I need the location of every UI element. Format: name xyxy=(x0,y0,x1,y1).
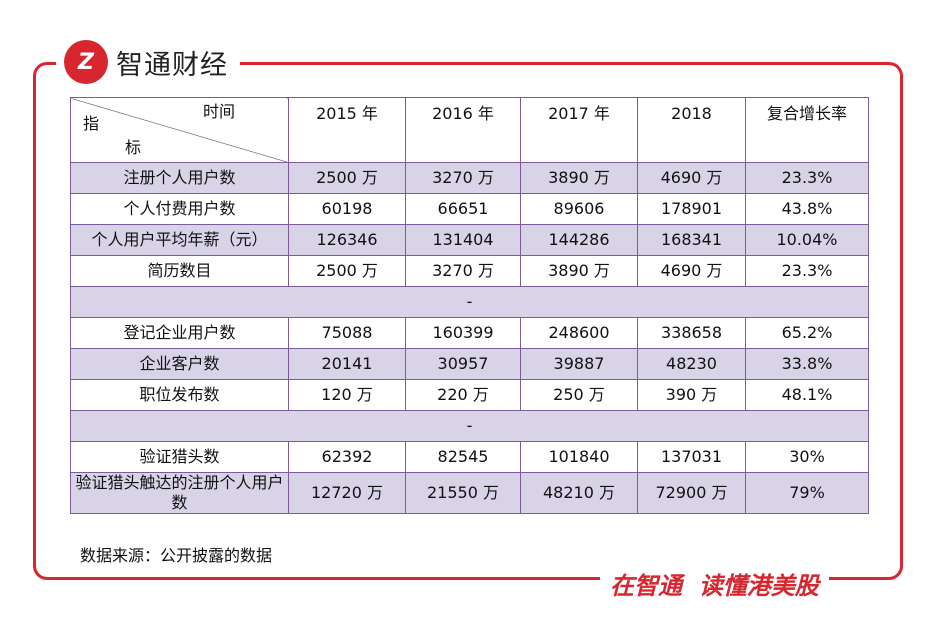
cell: 248600 xyxy=(520,317,638,349)
cell: 66651 xyxy=(405,193,521,225)
cell: 23.3% xyxy=(745,162,869,194)
corner-left: 标 xyxy=(125,138,142,157)
cell: 160399 xyxy=(405,317,521,349)
cell: 2500 万 xyxy=(288,162,406,194)
cell: 48210 万 xyxy=(520,472,638,514)
row-label: 验证猎头触达的注册个人用户数 xyxy=(70,472,289,514)
row-label: 企业客户数 xyxy=(70,348,289,380)
cell: 2500 万 xyxy=(288,255,406,287)
column-header: 2017 年 xyxy=(520,97,638,163)
cell: 137031 xyxy=(637,441,746,473)
cell: 33.8% xyxy=(745,348,869,380)
slogan: 在智通 读懂港美股 xyxy=(600,566,829,601)
data-row: 个人付费用户数 60198 66651 89606 178901 43.8% xyxy=(70,193,869,225)
cell: 120 万 xyxy=(288,379,406,411)
row-label: 职位发布数 xyxy=(70,379,289,411)
column-header: 复合增长率 xyxy=(745,97,869,163)
cell: 39887 xyxy=(520,348,638,380)
cell: 168341 xyxy=(637,224,746,256)
cell: 250 万 xyxy=(520,379,638,411)
row-label: 个人用户平均年薪（元） xyxy=(70,224,289,256)
column-header: 2018 xyxy=(637,97,746,163)
column-header: 2016 年 xyxy=(405,97,521,163)
row-label: 个人付费用户数 xyxy=(70,193,289,225)
column-header: 2015 年 xyxy=(288,97,406,163)
cell: 82545 xyxy=(405,441,521,473)
cell: 4690 万 xyxy=(637,255,746,287)
cell: 65.2% xyxy=(745,317,869,349)
data-row: 登记企业用户数 75088 160399 248600 338658 65.2% xyxy=(70,317,869,349)
cell: 131404 xyxy=(405,224,521,256)
cell: 60198 xyxy=(288,193,406,225)
cell: 12720 万 xyxy=(288,472,406,514)
row-label: 简历数目 xyxy=(70,255,289,287)
frame xyxy=(33,62,903,580)
row-label: 验证猎头数 xyxy=(70,441,289,473)
source-note: 数据来源：公开披露的数据 xyxy=(80,546,273,565)
row-label: 登记企业用户数 xyxy=(70,317,289,349)
cell: 43.8% xyxy=(745,193,869,225)
data-row: 个人用户平均年薪（元） 126346 131404 144286 168341 10.04… xyxy=(70,224,869,256)
cell: 338658 xyxy=(637,317,746,349)
cell: 30% xyxy=(745,441,869,473)
cell: 178901 xyxy=(637,193,746,225)
logo-mark: Z xyxy=(64,40,108,84)
corner-left: 指 xyxy=(83,114,100,133)
data-row: 验证猎头数 62392 82545 101840 137031 30% xyxy=(70,441,869,473)
cell: 48230 xyxy=(637,348,746,380)
logo: Z 智通财经 xyxy=(56,34,240,90)
row-label: - xyxy=(70,286,869,318)
cell: 23.3% xyxy=(745,255,869,287)
cell: 3270 万 xyxy=(405,255,521,287)
row-label: 注册个人用户数 xyxy=(70,162,289,194)
header-row: 时间指标 2015 年 2016 年 2017 年 2018 复合增长率 xyxy=(70,97,869,163)
corner-cell: 时间指标 xyxy=(70,97,289,163)
cell: 21550 万 xyxy=(405,472,521,514)
cell: 30957 xyxy=(405,348,521,380)
cell: 390 万 xyxy=(637,379,746,411)
cell: 101840 xyxy=(520,441,638,473)
separator-row: - xyxy=(70,286,869,318)
data-row: 职位发布数 120 万 220 万 250 万 390 万 48.1% xyxy=(70,379,869,411)
cell: 144286 xyxy=(520,224,638,256)
data-row: 简历数目 2500 万 3270 万 3890 万 4690 万 23.3% xyxy=(70,255,869,287)
cell: 79% xyxy=(745,472,869,514)
separator-row: - xyxy=(70,410,869,442)
cell: 89606 xyxy=(520,193,638,225)
row-label: - xyxy=(70,410,869,442)
cell: 75088 xyxy=(288,317,406,349)
data-row: 注册个人用户数 2500 万 3270 万 3890 万 4690 万 23.3% xyxy=(70,162,869,194)
cell: 72900 万 xyxy=(637,472,746,514)
cell: 3890 万 xyxy=(520,255,638,287)
data-table: 时间指标 2015 年 2016 年 2017 年 2018 复合增长率 注册个人用户数 2… xyxy=(70,97,869,514)
cell: 48.1% xyxy=(745,379,869,411)
logo-text: 智通财经 xyxy=(116,49,228,81)
cell: 10.04% xyxy=(745,224,869,256)
cell: 3270 万 xyxy=(405,162,521,194)
cell: 62392 xyxy=(288,441,406,473)
cell: 4690 万 xyxy=(637,162,746,194)
data-row: 验证猎头触达的注册个人用户数 12720 万 21550 万 48210 万 72900… xyxy=(70,472,869,514)
corner-top: 时间 xyxy=(203,102,236,121)
cell: 126346 xyxy=(288,224,406,256)
cell: 20141 xyxy=(288,348,406,380)
cell: 220 万 xyxy=(405,379,521,411)
cell: 3890 万 xyxy=(520,162,638,194)
data-row: 企业客户数 20141 30957 39887 48230 33.8% xyxy=(70,348,869,380)
